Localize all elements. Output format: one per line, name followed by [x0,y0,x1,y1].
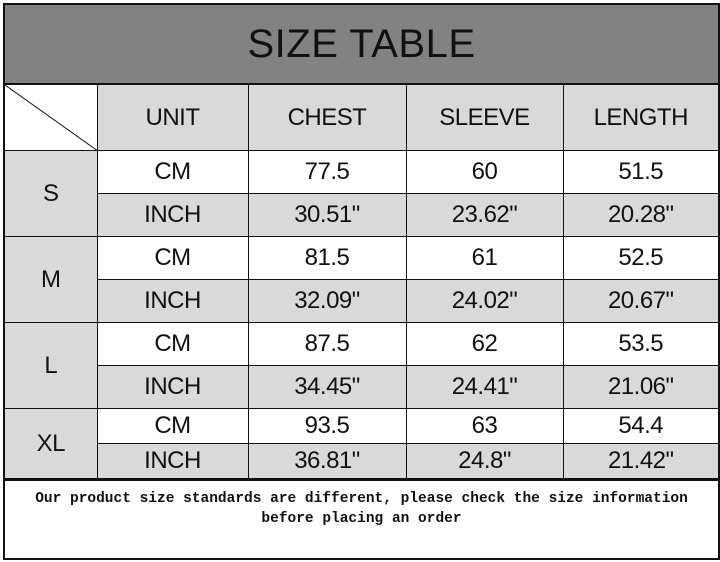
footer-line-1: Our product size standards are different… [35,491,688,507]
footer-note: Our product size standards are different… [5,479,718,549]
header-chest: CHEST [247,85,407,151]
value-cell: 54.4 [562,408,718,444]
value-cell: 21.42" [562,443,718,479]
value-cell: 30.51" [247,193,407,237]
value-cell: 51.5 [562,150,718,194]
table-row: INCH 32.09" 24.02" 20.67" [5,279,718,323]
unit-cell: CM [96,150,249,194]
table-row: XL CM 93.5 63 54.4 [5,408,718,479]
table-title: SIZE TABLE [5,5,718,85]
value-cell: 61 [405,236,564,280]
diagonal-line [5,85,97,150]
value-cell: 23.62" [405,193,564,237]
header-sleeve: SLEEVE [405,85,564,151]
value-cell: 52.5 [562,236,718,280]
value-cell: 36.81" [247,443,407,479]
unit-cell: CM [96,408,249,444]
value-cell: 32.09" [247,279,407,323]
table-row: S CM 77.5 60 51.5 [5,150,718,237]
size-label: L [5,322,98,409]
header-row: UNIT CHEST SLEEVE LENGTH [5,85,718,151]
value-cell: 87.5 [247,322,407,366]
unit-cell: INCH [97,279,249,323]
table-row: INCH 30.51" 23.62" 20.28" [5,193,718,237]
value-cell: 93.5 [247,408,407,444]
corner-cell [5,85,98,151]
size-label: S [5,150,98,237]
value-cell: 24.02" [405,279,564,323]
size-grid: UNIT CHEST SLEEVE LENGTH S CM 77.5 60 51.5 IN… [5,85,718,479]
value-cell: 24.41" [405,365,564,409]
value-cell: 20.28" [562,193,718,237]
size-label: XL [5,408,98,479]
value-cell: 81.5 [247,236,407,280]
header-unit: UNIT [96,85,249,151]
unit-cell: INCH [97,365,249,409]
unit-cell: CM [96,322,249,366]
table-row: L CM 87.5 62 53.5 [5,322,718,409]
value-cell: 77.5 [247,150,407,194]
value-cell: 20.67" [562,279,718,323]
size-table: SIZE TABLE UNIT CHEST SLEEVE LENGTH S CM 7… [3,3,720,560]
table-row: INCH 36.81" 24.8" 21.42" [5,443,718,479]
header-length: LENGTH [562,85,718,151]
value-cell: 24.8" [405,443,564,479]
value-cell: 34.45" [247,365,407,409]
value-cell: 63 [405,408,564,444]
value-cell: 62 [405,322,564,366]
value-cell: 53.5 [562,322,718,366]
table-row: INCH 34.45" 24.41" 21.06" [5,365,718,409]
table-row: M CM 81.5 61 52.5 [5,236,718,323]
unit-cell: INCH [97,193,249,237]
footer-line-2: before placing an order [261,511,462,527]
value-cell: 60 [405,150,564,194]
unit-cell: INCH [97,443,249,479]
unit-cell: CM [96,236,249,280]
size-label: M [5,236,98,323]
value-cell: 21.06" [562,365,718,409]
